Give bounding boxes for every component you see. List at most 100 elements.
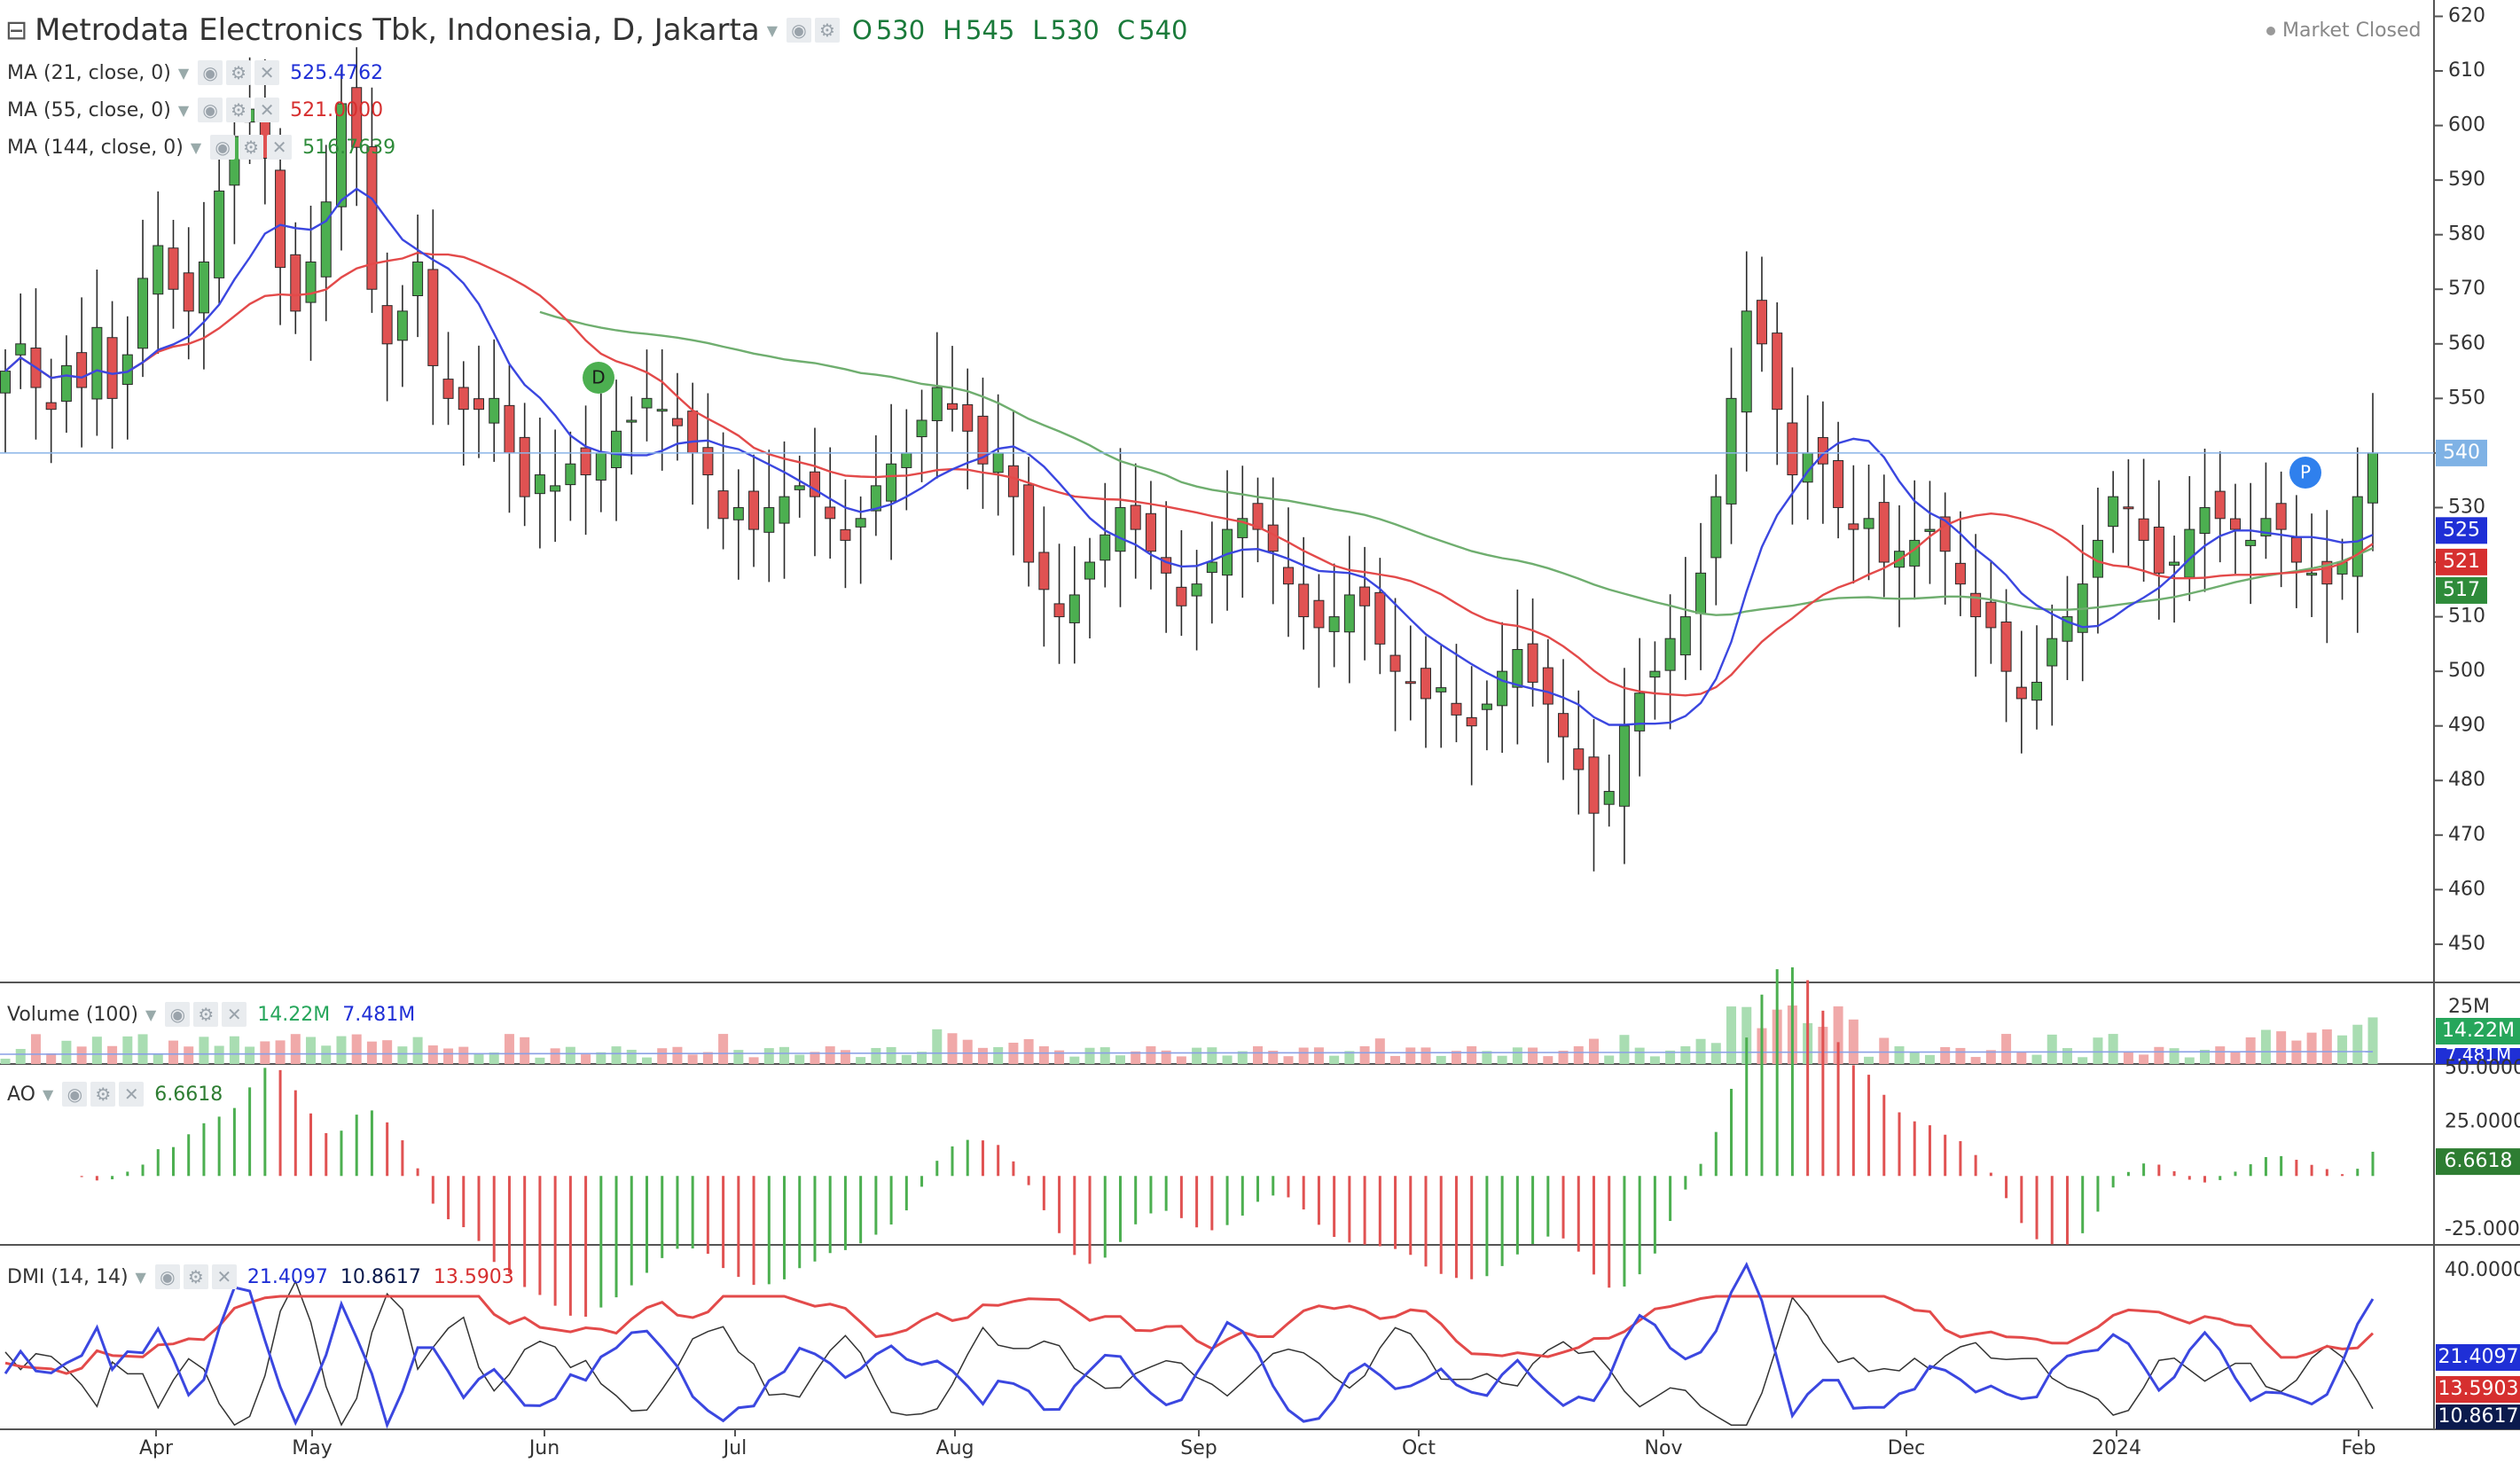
- candle: [458, 361, 469, 466]
- volume-bar: [2062, 1048, 2072, 1064]
- settings-icon[interactable]: ⚙: [239, 135, 264, 160]
- candle: [519, 403, 530, 527]
- close-icon[interactable]: ✕: [267, 135, 293, 160]
- visibility-icon[interactable]: ◉: [210, 135, 236, 160]
- candle-body: [15, 343, 27, 356]
- volume-bar: [245, 1046, 255, 1064]
- ohlc-close: C 540: [1116, 15, 1188, 45]
- volume-bar: [1237, 1051, 1248, 1064]
- candle: [1695, 522, 1707, 670]
- candle: [2184, 475, 2195, 601]
- time-tick-label: Oct: [1402, 1437, 1436, 1459]
- volume-bar: [810, 1052, 820, 1064]
- volume-bar: [1192, 1047, 1202, 1064]
- settings-icon[interactable]: ⚙: [815, 18, 840, 43]
- candle-body: [335, 103, 347, 207]
- volume-bar: [107, 1045, 118, 1064]
- volume-legend[interactable]: Volume (100) ▼ ◉ ⚙ ✕ 14.22M 7.481M: [7, 1002, 416, 1027]
- settings-icon[interactable]: ⚙: [183, 1264, 208, 1289]
- price-tick-label: 470: [2448, 824, 2485, 846]
- volume-bar: [1131, 1051, 1141, 1064]
- volume-bars: [0, 1005, 2378, 1064]
- candle-body: [1481, 703, 1492, 710]
- candle-body: [275, 169, 286, 269]
- candle: [473, 345, 484, 458]
- candle: [0, 348, 11, 453]
- candle-body: [656, 409, 668, 412]
- candle: [1985, 560, 1997, 664]
- candle-body: [320, 201, 332, 278]
- visibility-icon[interactable]: ◉: [198, 98, 223, 122]
- price-tick-label: 500: [2448, 660, 2485, 682]
- volume-tick-label: 25M: [2448, 996, 2490, 1018]
- dmi-legend[interactable]: DMI (14, 14) ▼ ◉ ⚙ ✕ 21.4097 10.8617 13.…: [7, 1264, 514, 1289]
- candle-body: [687, 411, 699, 454]
- volume-bar: [1054, 1050, 1065, 1064]
- candle: [931, 332, 943, 479]
- candle-body: [580, 447, 591, 476]
- candle: [427, 209, 439, 426]
- settings-icon[interactable]: ⚙: [226, 98, 252, 122]
- volume-bar: [1084, 1047, 1095, 1064]
- close-icon[interactable]: ✕: [254, 98, 280, 122]
- volume-bar: [763, 1048, 774, 1064]
- close-icon[interactable]: ✕: [254, 60, 280, 85]
- candle-body: [45, 402, 57, 411]
- volume-bar: [2200, 1050, 2211, 1064]
- chevron-down-icon[interactable]: ▼: [145, 1005, 157, 1023]
- chevron-down-icon[interactable]: ▼: [135, 1268, 146, 1286]
- volume-bar: [2230, 1052, 2241, 1064]
- chevron-down-icon[interactable]: ▼: [190, 138, 202, 156]
- settings-icon[interactable]: ⚙: [226, 60, 252, 85]
- ma21-legend[interactable]: MA (21, close, 0) ▼ ◉ ⚙ ✕ 525.4762: [7, 60, 384, 85]
- settings-icon[interactable]: ⚙: [90, 1082, 116, 1107]
- visibility-icon[interactable]: ◉: [165, 1002, 191, 1027]
- candle-body: [1527, 643, 1538, 683]
- candle-body: [855, 518, 866, 528]
- volume-bar: [1298, 1047, 1309, 1064]
- candle: [1282, 507, 1294, 638]
- visibility-icon[interactable]: ◉: [154, 1264, 180, 1289]
- adx-line: [4, 1295, 2375, 1375]
- visibility-icon[interactable]: ◉: [787, 18, 811, 43]
- close-icon[interactable]: ✕: [211, 1264, 237, 1289]
- candle-body: [1115, 506, 1126, 552]
- volume-bar: [397, 1046, 408, 1064]
- close-icon[interactable]: ✕: [222, 1002, 247, 1027]
- candle: [76, 297, 88, 448]
- candle-body: [840, 528, 851, 541]
- volume-bar: [0, 1059, 11, 1064]
- candle-body: [1573, 748, 1585, 771]
- ao-label-box: [2436, 1148, 2520, 1176]
- volume-bar: [840, 1050, 850, 1064]
- candle: [1359, 546, 1371, 661]
- settings-icon[interactable]: ⚙: [193, 1002, 219, 1027]
- volume-bar: [153, 1053, 163, 1064]
- chevron-down-icon[interactable]: ▼: [42, 1085, 54, 1103]
- volume-bar: [1833, 1006, 1843, 1064]
- chevron-down-icon[interactable]: ▼: [766, 21, 778, 39]
- chevron-down-icon[interactable]: ▼: [177, 64, 190, 82]
- visibility-icon[interactable]: ◉: [198, 60, 223, 85]
- ao-legend[interactable]: AO ▼ ◉ ⚙ ✕ 6.6618: [7, 1082, 223, 1107]
- ma144-legend[interactable]: MA (144, close, 0) ▼ ◉ ⚙ ✕ 516.7639: [7, 135, 396, 160]
- candle: [1176, 530, 1187, 637]
- candle-body: [1939, 516, 1951, 552]
- candle-body: [916, 419, 927, 438]
- collapse-icon[interactable]: ⊟: [5, 14, 28, 46]
- candle: [840, 479, 851, 589]
- ma55-line: [4, 251, 2374, 697]
- status-dot-icon: [2266, 26, 2275, 35]
- chevron-down-icon[interactable]: ▼: [177, 101, 190, 119]
- volume-bar: [1864, 1056, 1874, 1064]
- candle: [1161, 501, 1172, 633]
- candle: [1023, 457, 1035, 587]
- visibility-icon[interactable]: ◉: [62, 1082, 88, 1107]
- candle-body: [1756, 300, 1767, 345]
- close-icon[interactable]: ✕: [119, 1082, 145, 1107]
- candle-body: [1512, 649, 1523, 688]
- ma55-legend[interactable]: MA (55, close, 0) ▼ ◉ ⚙ ✕ 521.0000: [7, 98, 384, 122]
- candle: [2062, 575, 2073, 680]
- candle: [1863, 464, 1874, 581]
